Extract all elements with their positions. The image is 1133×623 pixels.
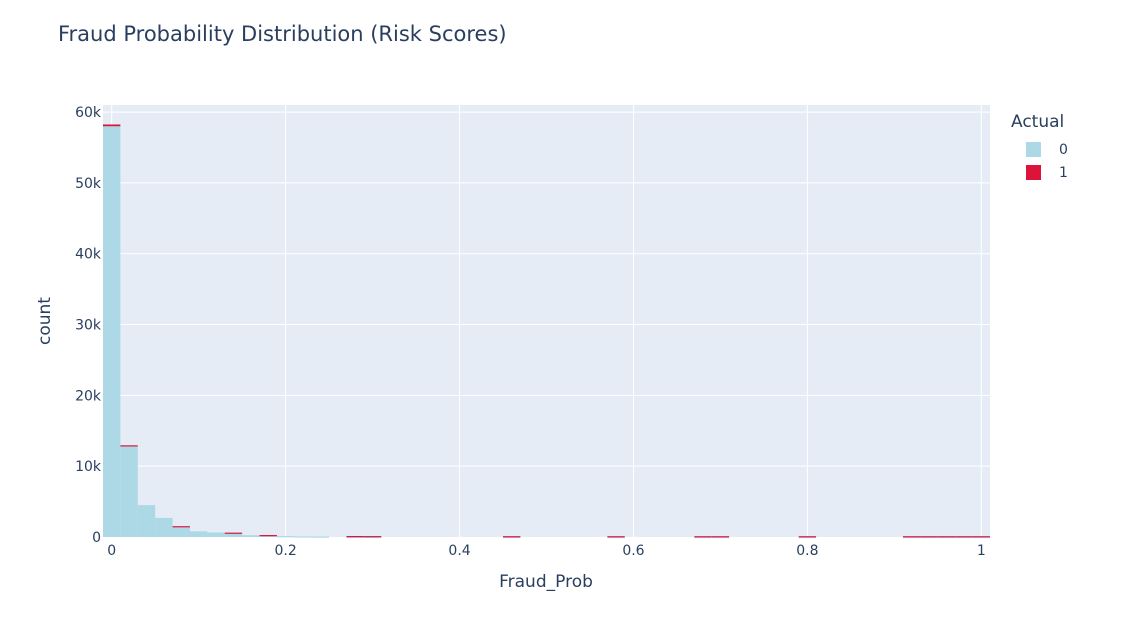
histogram-bar-class-1: [346, 536, 364, 538]
histogram-bar-class-0: [172, 527, 190, 537]
histogram-bar-class-0: [120, 446, 138, 537]
histogram-bar-class-1: [103, 124, 121, 127]
histogram-bar-class-1: [224, 532, 243, 534]
histogram-bar-class-0: [363, 536, 382, 539]
x-tick-label: 0.2: [274, 543, 296, 559]
x-tick-label: 0.4: [448, 543, 470, 559]
histogram-bar-class-1: [172, 526, 190, 528]
histogram-bar-class-1: [955, 536, 973, 538]
y-tick-label: 50k: [75, 176, 102, 192]
histogram-bar-class-0: [920, 536, 938, 539]
legend-swatch-0: [1026, 142, 1041, 157]
y-tick-label: 30k: [75, 318, 102, 334]
histogram-bar-class-0: [207, 532, 225, 537]
x-tick-label: 0.8: [796, 543, 818, 559]
y-tick-label: 0: [92, 530, 101, 546]
histogram-bar-class-0: [155, 517, 173, 537]
histogram-bar-class-1: [937, 536, 956, 538]
histogram-bar-class-0: [937, 536, 956, 539]
y-tick-label: 10k: [75, 459, 102, 475]
y-axis-ticks: 0 10k 20k 30k 40k 50k 60k: [75, 105, 102, 546]
y-tick-label: 60k: [75, 105, 102, 121]
histogram-bar-class-0: [189, 531, 208, 537]
histogram-bar-class-0: [798, 536, 817, 539]
histogram-bar-class-0: [103, 126, 121, 537]
histogram-bar-class-0: [607, 536, 625, 539]
grid-lines: [103, 105, 990, 537]
x-axis-title: Fraud_Prob: [499, 572, 593, 592]
histogram-bar-class-1: [607, 536, 625, 538]
histogram-bar-class-0: [294, 536, 312, 538]
legend-label-1: 1: [1059, 164, 1068, 181]
x-tick-label: 0.6: [622, 543, 644, 559]
histogram-bar-class-0: [311, 536, 330, 538]
histogram-bar-class-1: [920, 536, 938, 538]
histogram-bar-class-1: [798, 536, 817, 538]
histogram-bar-class-1: [503, 536, 521, 538]
x-tick-label: 1: [977, 543, 986, 559]
histogram-bar-class-1: [694, 536, 712, 538]
histogram-bar-class-0: [711, 536, 730, 539]
histogram-bar-class-0: [276, 536, 295, 538]
y-axis-title: count: [35, 297, 55, 345]
histogram-bar-class-0: [903, 536, 921, 539]
histogram-bar-class-0: [242, 535, 260, 537]
x-axis-ticks: 0 0.2 0.4 0.6 0.8 1: [107, 543, 986, 559]
histogram-bar-class-1: [711, 536, 730, 538]
legend-label-0: 0: [1059, 141, 1068, 158]
histogram-bar-class-1: [259, 535, 277, 537]
legend-swatch-1: [1026, 165, 1041, 180]
histogram-bar-class-0: [503, 536, 521, 539]
plot-area: [103, 105, 990, 537]
histogram-bar-class-0: [224, 533, 243, 537]
histogram-bar-class-0: [346, 536, 364, 538]
y-tick-label: 40k: [75, 247, 102, 263]
legend-item-0[interactable]: 0: [1011, 138, 1068, 161]
legend-title: Actual: [1011, 112, 1065, 132]
histogram-bar-class-0: [955, 536, 973, 539]
chart-title: Fraud Probability Distribution (Risk Sco…: [58, 22, 507, 46]
legend-item-1[interactable]: 1: [1011, 161, 1068, 184]
histogram-bar-class-1: [903, 536, 921, 538]
histogram-bar-class-0: [259, 535, 277, 537]
histogram-bar-class-1: [120, 445, 138, 447]
bars: [103, 124, 990, 539]
histogram-bar-class-0: [972, 536, 990, 539]
x-tick-label: 0: [107, 543, 116, 559]
legend: Actual 0 1: [1011, 112, 1068, 184]
histogram-bar-class-0: [137, 505, 156, 537]
histogram-bar-class-0: [694, 536, 712, 539]
histogram-bar-class-1: [363, 536, 382, 538]
y-tick-label: 20k: [75, 388, 102, 404]
histogram-bar-class-1: [972, 536, 990, 538]
